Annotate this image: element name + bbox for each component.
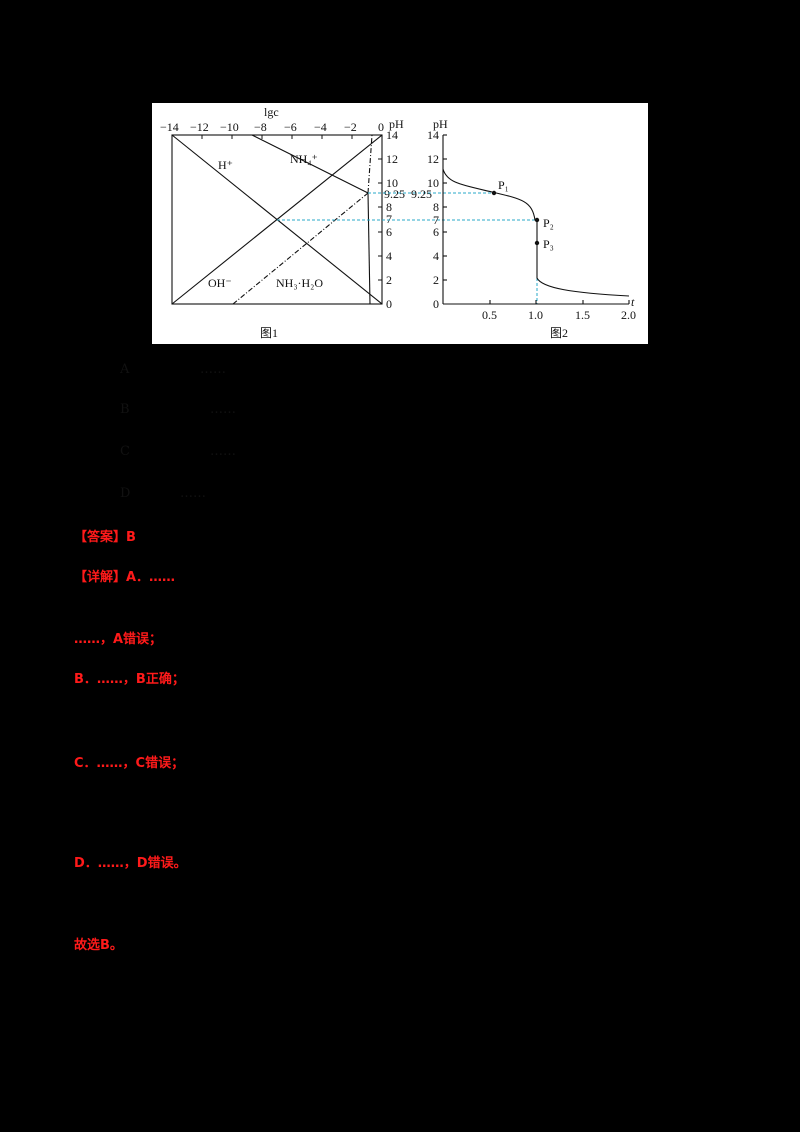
svg-text:0.5: 0.5 <box>482 308 497 322</box>
svg-text:1.5: 1.5 <box>575 308 590 322</box>
point-p2 <box>534 217 540 223</box>
analysis-line-1: 【详解】A．…… <box>74 570 176 585</box>
svg-text:6: 6 <box>433 225 439 239</box>
dashed-references <box>277 192 538 304</box>
svg-text:7: 7 <box>433 213 439 227</box>
fig2-xlabel: t <box>631 295 635 309</box>
svg-text:−12: −12 <box>190 120 209 134</box>
svg-text:−14: −14 <box>160 120 179 134</box>
analysis-line-2: ……，A错误； <box>74 632 163 647</box>
svg-text:9.25: 9.25 <box>384 187 405 201</box>
label-p1: P₁ <box>498 178 509 192</box>
svg-text:9.25: 9.25 <box>411 187 432 201</box>
label-p3: P₃ <box>543 237 554 251</box>
svg-text:12: 12 <box>386 152 398 166</box>
fig2-caption: 图2 <box>550 326 568 340</box>
svg-text:−2: −2 <box>344 120 357 134</box>
svg-text:−4: −4 <box>314 120 327 134</box>
svg-text:0: 0 <box>433 297 439 311</box>
svg-text:14: 14 <box>386 128 398 142</box>
svg-text:0: 0 <box>386 297 392 311</box>
fig1-labels: lgc −14 −12 −10 −8 −6 −4 −2 0 pH 14 12 10 9.258… <box>160 105 405 340</box>
svg-text:10: 10 <box>427 176 439 190</box>
answer-heading: 【答案】B <box>74 530 136 545</box>
label-h: H⁺ <box>218 158 233 172</box>
analysis-line-6: 故选B。 <box>74 938 123 953</box>
fig1-ylabel: pH <box>389 117 404 131</box>
point-p3 <box>534 240 540 246</box>
figure-panel: lgc −14 −12 −10 −8 −6 −4 −2 0 pH 14 12 10 9.25 8… <box>152 103 648 344</box>
analysis-line-3: B．……，B正确； <box>74 672 185 687</box>
svg-text:2: 2 <box>433 273 439 287</box>
fig2-chart <box>442 134 630 305</box>
svg-text:−6: −6 <box>284 120 297 134</box>
fig2-ylabel: pH <box>433 117 448 131</box>
svg-text:12: 12 <box>427 152 439 166</box>
point-p1 <box>491 190 497 196</box>
fig1-caption: 图1 <box>260 326 278 340</box>
svg-text:10: 10 <box>386 176 398 190</box>
label-nh3: NH₃·H₂O <box>276 276 323 290</box>
svg-text:7: 7 <box>386 212 392 226</box>
svg-text:6: 6 <box>386 225 392 239</box>
svg-text:2: 2 <box>386 273 392 287</box>
svg-text:4: 4 <box>433 249 439 263</box>
analysis-line-5: D．……，D错误。 <box>74 856 187 871</box>
svg-text:8: 8 <box>433 200 439 214</box>
svg-text:2.0: 2.0 <box>621 308 636 322</box>
svg-text:0: 0 <box>378 120 384 134</box>
fig2-points <box>491 190 540 246</box>
svg-text:4: 4 <box>386 249 392 263</box>
fig1-xlabel: lgc <box>264 105 279 119</box>
label-oh: OH⁻ <box>208 276 232 290</box>
label-nh4: NH₄⁺ <box>290 152 318 166</box>
svg-text:−8: −8 <box>254 120 267 134</box>
svg-text:1.0: 1.0 <box>528 308 543 322</box>
analysis-line-4: C．……，C错误； <box>74 756 185 771</box>
svg-text:−10: −10 <box>220 120 239 134</box>
fig1-chart <box>171 134 383 305</box>
svg-text:8: 8 <box>386 200 392 214</box>
svg-text:14: 14 <box>427 128 439 142</box>
label-p2: P₂ <box>543 216 554 230</box>
